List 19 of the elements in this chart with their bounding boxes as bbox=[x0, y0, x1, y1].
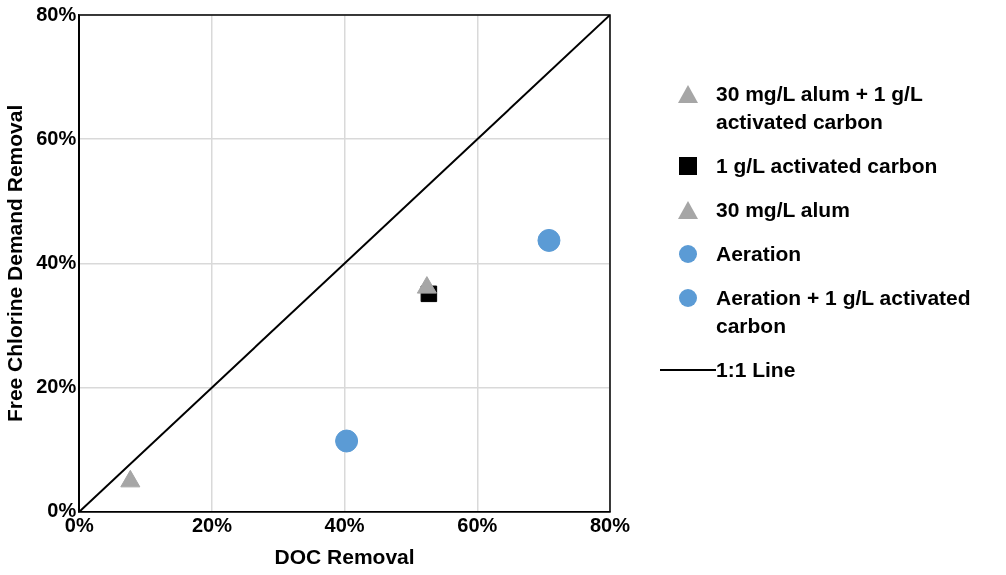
legend-label: 30 mg/L alum + 1 g/L activated carbon bbox=[716, 81, 924, 135]
x-tick-label: 40% bbox=[324, 514, 365, 537]
x-tick-label: 20% bbox=[191, 514, 233, 537]
point bbox=[537, 228, 561, 252]
legend-label: 1:1 Line bbox=[716, 357, 796, 383]
point bbox=[120, 469, 141, 488]
x-tick-label: 80% bbox=[589, 514, 631, 537]
y-tick-label: 20% bbox=[36, 375, 77, 398]
x-axis-title: DOC Removal bbox=[274, 545, 415, 569]
y-tick-label: 60% bbox=[36, 126, 77, 149]
legend-label: 1 g/L activated carbon bbox=[716, 153, 938, 179]
legend-label: Aeration + 1 g/L activated carbon bbox=[716, 285, 972, 339]
point bbox=[416, 276, 437, 294]
y-tick-label: 40% bbox=[36, 250, 77, 273]
legend-label: Aeration bbox=[716, 241, 802, 267]
y-axis-title: Free Chlorine Demand Removal bbox=[3, 104, 27, 423]
y-tick-label: 80% bbox=[36, 2, 77, 25]
legend-label: 30 mg/L alum bbox=[716, 197, 850, 223]
x-tick-label: 60% bbox=[457, 514, 498, 537]
